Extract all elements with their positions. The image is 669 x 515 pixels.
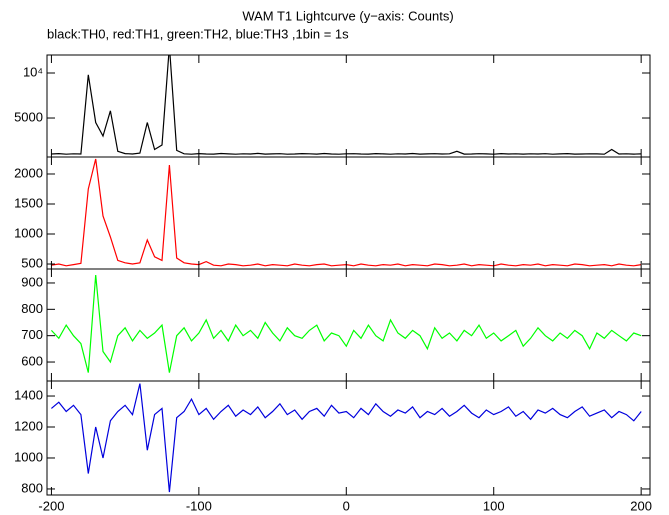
- y-tick-label: 700: [21, 327, 43, 342]
- chart-title: WAM T1 Lightcurve (y−axis: Counts): [242, 8, 453, 23]
- y-tick-label: 1000: [14, 449, 43, 464]
- panel-frame: [46, 268, 651, 382]
- x-tick-label: -200: [38, 498, 64, 513]
- y-tick-label: 2000: [14, 165, 43, 180]
- panel-frame: [46, 54, 651, 158]
- y-tick-label: 800: [21, 480, 43, 495]
- panel-frame: [46, 380, 651, 496]
- y-tick-label: 5000: [14, 109, 43, 124]
- light-curve: [50, 275, 642, 373]
- y-tick-label: 1400: [14, 387, 43, 402]
- y-tick-label: 1200: [14, 418, 43, 433]
- x-tick-label: 200: [630, 498, 652, 513]
- y-tick-label: 1500: [14, 195, 43, 210]
- chart-subtitle: black:TH0, red:TH1, green:TH2, blue:TH3 …: [47, 26, 349, 41]
- y-tick-label: 900: [21, 274, 43, 289]
- light-curve: [51, 383, 642, 493]
- panel-frame: [46, 156, 651, 270]
- x-tick-label: 0: [343, 498, 350, 513]
- y-tick-label: 500: [21, 255, 43, 270]
- y-tick-label: 10⁴: [23, 64, 43, 79]
- light-curve: [51, 158, 642, 267]
- y-tick-label: 1000: [14, 225, 43, 240]
- y-tick-label: 600: [21, 353, 43, 368]
- x-tick-label: 100: [483, 498, 505, 513]
- x-tick-label: -100: [186, 498, 212, 513]
- y-tick-label: 800: [21, 301, 43, 316]
